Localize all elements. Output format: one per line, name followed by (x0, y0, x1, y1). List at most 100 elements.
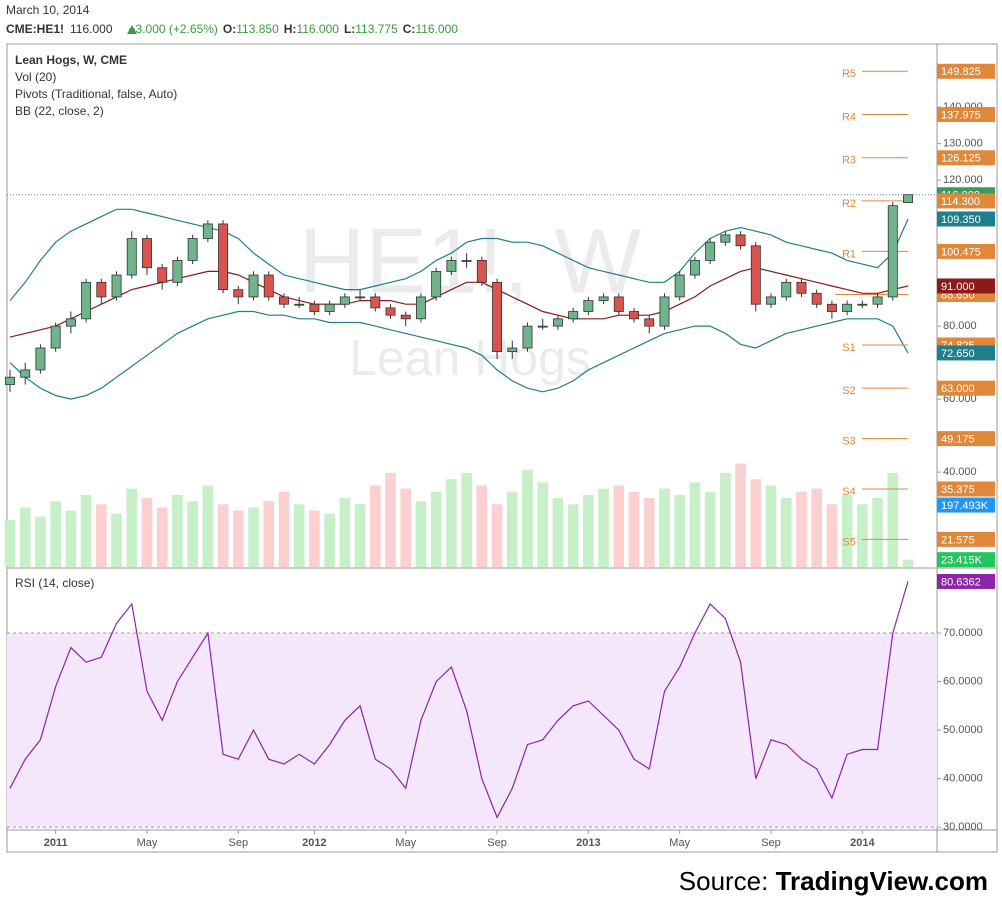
volume-label: 23.415K (941, 555, 983, 567)
volume-bar (689, 482, 701, 567)
volume-bar (598, 488, 609, 567)
volume-bar (491, 504, 503, 567)
volume-label-box (937, 552, 995, 568)
volume-bar (248, 507, 259, 567)
volume-bar (339, 498, 351, 567)
volume-bar (446, 479, 457, 567)
y-tick-label: 130.000 (943, 138, 983, 150)
bollinger-label: 72.650 (941, 348, 975, 360)
candle-body (811, 292, 822, 305)
volume-bar (857, 504, 868, 567)
pivot-label-box (937, 63, 995, 79)
volume-bar (613, 485, 625, 567)
volume-bar (506, 491, 518, 567)
close: 116.000 (415, 22, 458, 36)
candle-body (644, 318, 655, 327)
candle-body (218, 223, 229, 291)
candle-body (263, 274, 274, 298)
volume-bar (126, 488, 138, 567)
source-site: TradingView.com (776, 866, 988, 896)
volume-bar (187, 501, 198, 567)
candle-body (689, 260, 700, 276)
y-tick-label: 40.0000 (943, 772, 983, 784)
pivot-label-box (937, 380, 995, 396)
pivot-name: R3 (842, 155, 856, 167)
volume-bar (704, 491, 716, 567)
candle-body (796, 281, 807, 294)
bollinger-label: 109.350 (941, 214, 981, 226)
pivot-label: 100.475 (941, 246, 981, 258)
change: +3.000 (+2.65%) (129, 22, 218, 36)
x-tick-label: May (669, 837, 690, 849)
candle-body (126, 238, 137, 276)
candle-body (598, 296, 609, 301)
symbol-line: CME:HE1! 116.000 +3.000 (+2.65%) O:113.850 H… (6, 22, 458, 36)
candle-body (507, 347, 518, 353)
candle-body (613, 296, 624, 312)
candle-body (766, 296, 776, 305)
symbol: CME:HE1! (6, 22, 64, 36)
rsi-label: 80.6362 (941, 576, 981, 588)
volume-bar (567, 504, 579, 567)
volume-bar (80, 494, 92, 567)
volume-bar (202, 485, 214, 567)
candle-body (294, 303, 305, 306)
candle-body (172, 260, 183, 283)
pivot-label: 137.975 (941, 109, 981, 121)
candle-body (111, 274, 122, 298)
rsi-line (9, 581, 909, 819)
pivot-name: S2 (842, 385, 855, 397)
candle-body (157, 267, 168, 283)
volume-bar (841, 494, 853, 567)
candle-body (5, 376, 15, 385)
bollinger-line (9, 208, 909, 301)
watermark-name: Lean Hogs (349, 330, 591, 386)
pivot-name: R5 (842, 68, 856, 80)
candle-body (278, 296, 289, 305)
pivot-label-box (937, 243, 995, 259)
y-tick-label: 30.0000 (943, 821, 983, 833)
volume-bar (354, 504, 366, 567)
legend-line: BB (22, close, 2) (15, 104, 104, 118)
candle-body (720, 234, 731, 243)
rsi-band (7, 633, 937, 828)
volume-bar (537, 482, 549, 567)
volume-bar (476, 485, 488, 567)
source: Source: TradingView.com (679, 866, 988, 896)
candle-body (431, 270, 442, 298)
pivot-name: R4 (842, 111, 856, 123)
pivot-label: 49.175 (941, 434, 975, 446)
candle-body (339, 296, 350, 305)
volume-bar (65, 510, 77, 567)
rsi-title: RSI (14, close) (15, 576, 94, 590)
volume-bar (415, 501, 427, 567)
date: March 10, 2014 (6, 3, 90, 17)
volume-bar (385, 472, 396, 567)
candle-body (20, 369, 31, 378)
volume-bar (309, 510, 320, 567)
candle-body (781, 281, 792, 298)
volume-bar (750, 479, 762, 567)
candle-body (50, 325, 61, 349)
candle-body (81, 281, 92, 320)
x-tick-label: 2014 (850, 837, 875, 849)
candle-body (887, 205, 898, 298)
candle-body (248, 274, 259, 298)
candle-body (461, 260, 472, 262)
high-key: H: (284, 22, 297, 36)
candle-body (446, 260, 457, 272)
candle-body (233, 289, 244, 298)
volume-bar (461, 472, 472, 567)
volume-bar (735, 463, 746, 567)
up-arrow (127, 25, 137, 34)
pivot-label-box (937, 531, 995, 547)
legend-line: Lean Hogs, W, CME (15, 53, 127, 67)
candle-body (415, 296, 426, 320)
pivot-label: 21.575 (941, 534, 975, 546)
volume-bar (369, 485, 381, 567)
x-tick-label: 2011 (44, 837, 68, 849)
source-prefix: Source: (679, 866, 776, 896)
candle-body (842, 303, 853, 312)
candle-body (187, 238, 198, 261)
close-key: C: (403, 22, 416, 36)
